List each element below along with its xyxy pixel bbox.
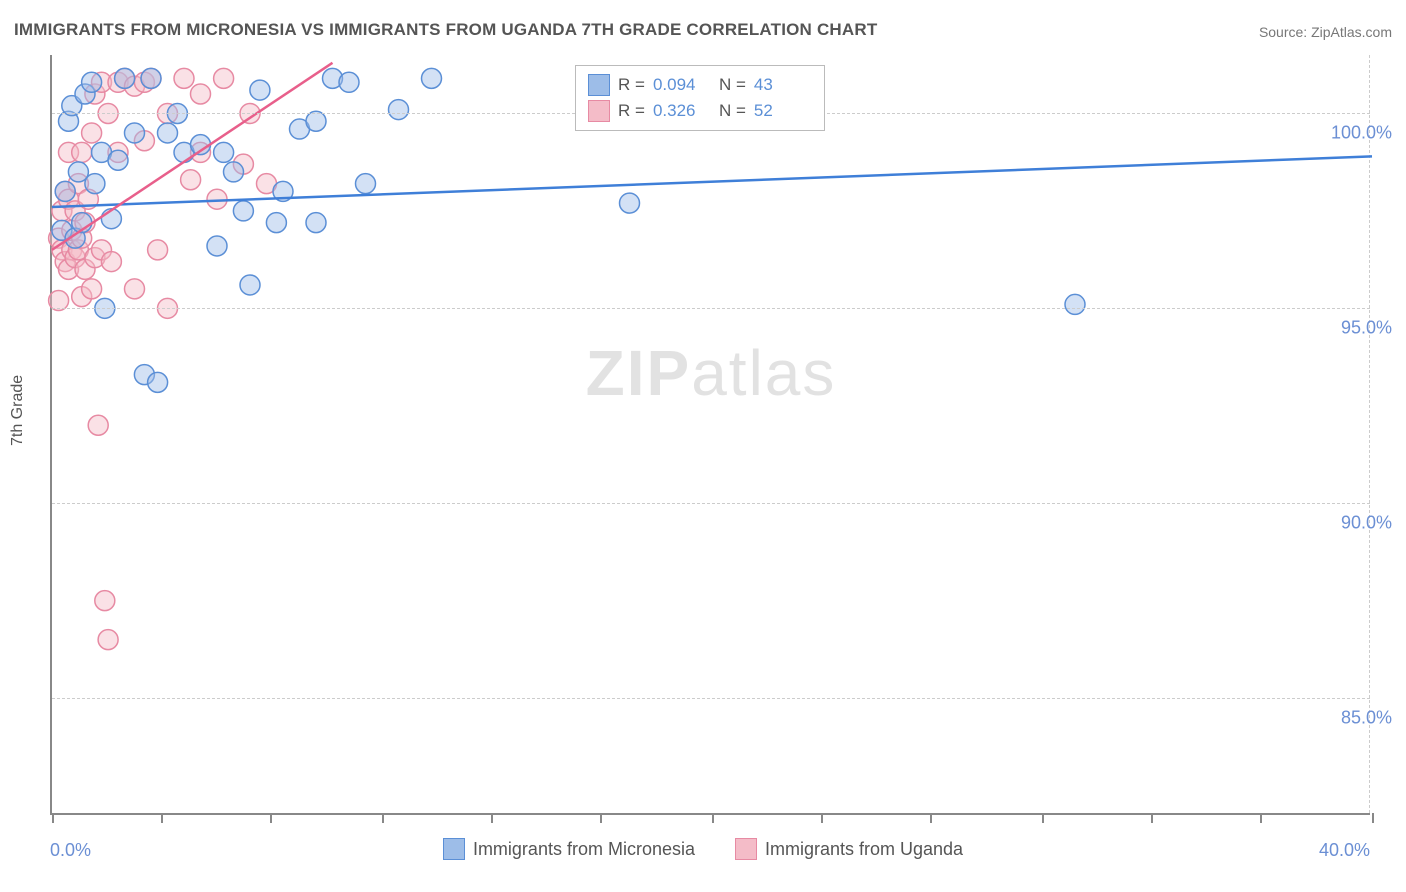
x-tick: [821, 813, 823, 823]
data-point: [181, 170, 201, 190]
data-point: [620, 193, 640, 213]
legend-n-label: N =: [719, 101, 746, 121]
x-tick: [1151, 813, 1153, 823]
data-point: [82, 123, 102, 143]
data-point: [339, 72, 359, 92]
x-tick: [930, 813, 932, 823]
source-attribution: Source: ZipAtlas.com: [1259, 24, 1392, 40]
data-point: [108, 150, 128, 170]
x-tick: [1372, 813, 1374, 823]
data-point: [55, 181, 75, 201]
x-tick: [161, 813, 163, 823]
data-point: [82, 72, 102, 92]
data-point: [240, 275, 260, 295]
scatter-svg: [52, 55, 1370, 813]
data-point: [422, 68, 442, 88]
gridline-h: [52, 698, 1370, 699]
legend-r-label: R =: [618, 101, 645, 121]
legend-n-value: 43: [754, 75, 812, 95]
data-point: [148, 240, 168, 260]
legend-series-item: Immigrants from Micronesia: [443, 838, 695, 860]
legend-series-label: Immigrants from Uganda: [765, 839, 963, 860]
x-tick: [382, 813, 384, 823]
x-tick: [1042, 813, 1044, 823]
data-point: [191, 84, 211, 104]
x-tick: [52, 813, 54, 823]
x-tick: [491, 813, 493, 823]
x-tick: [600, 813, 602, 823]
legend-series: Immigrants from Micronesia Immigrants fro…: [0, 838, 1406, 860]
legend-swatch: [588, 100, 610, 122]
y-tick-label: 100.0%: [1331, 123, 1392, 144]
y-tick-label: 90.0%: [1341, 513, 1392, 534]
data-point: [356, 174, 376, 194]
legend-series-label: Immigrants from Micronesia: [473, 839, 695, 860]
data-point: [214, 68, 234, 88]
gridline-h: [52, 503, 1370, 504]
x-tick-label: 0.0%: [50, 840, 91, 861]
data-point: [82, 279, 102, 299]
y-tick-label: 95.0%: [1341, 318, 1392, 339]
data-point: [233, 201, 253, 221]
x-tick-label: 40.0%: [1319, 840, 1370, 861]
data-point: [85, 174, 105, 194]
data-point: [224, 162, 244, 182]
data-point: [125, 279, 145, 299]
data-point: [148, 372, 168, 392]
legend-correlation: R = 0.094 N = 43 R = 0.326 N = 52: [575, 65, 825, 131]
data-point: [115, 68, 135, 88]
legend-r-label: R =: [618, 75, 645, 95]
legend-r-value: 0.326: [653, 101, 711, 121]
data-point: [266, 213, 286, 233]
legend-row: R = 0.326 N = 52: [588, 98, 812, 124]
data-point: [174, 68, 194, 88]
gridline-h: [52, 308, 1370, 309]
legend-swatch: [443, 838, 465, 860]
x-tick: [270, 813, 272, 823]
x-tick: [1260, 813, 1262, 823]
data-point: [250, 80, 270, 100]
legend-n-label: N =: [719, 75, 746, 95]
legend-n-value: 52: [754, 101, 812, 121]
data-point: [389, 100, 409, 120]
data-point: [125, 123, 145, 143]
legend-swatch: [735, 838, 757, 860]
chart-title: IMMIGRANTS FROM MICRONESIA VS IMMIGRANTS…: [14, 20, 877, 40]
legend-series-item: Immigrants from Uganda: [735, 838, 963, 860]
data-point: [207, 236, 227, 256]
data-point: [158, 123, 178, 143]
data-point: [1065, 294, 1085, 314]
plot-area: ZIPatlas: [50, 55, 1370, 815]
legend-swatch: [588, 74, 610, 96]
data-point: [306, 213, 326, 233]
data-point: [98, 630, 118, 650]
data-point: [88, 415, 108, 435]
y-tick-label: 85.0%: [1341, 708, 1392, 729]
chart-container: IMMIGRANTS FROM MICRONESIA VS IMMIGRANTS…: [0, 0, 1406, 892]
y-axis-label: 7th Grade: [9, 375, 27, 446]
legend-row: R = 0.094 N = 43: [588, 72, 812, 98]
data-point: [214, 142, 234, 162]
data-point: [141, 68, 161, 88]
data-point: [101, 252, 121, 272]
legend-r-value: 0.094: [653, 75, 711, 95]
data-point: [72, 142, 92, 162]
data-point: [95, 591, 115, 611]
x-tick: [712, 813, 714, 823]
